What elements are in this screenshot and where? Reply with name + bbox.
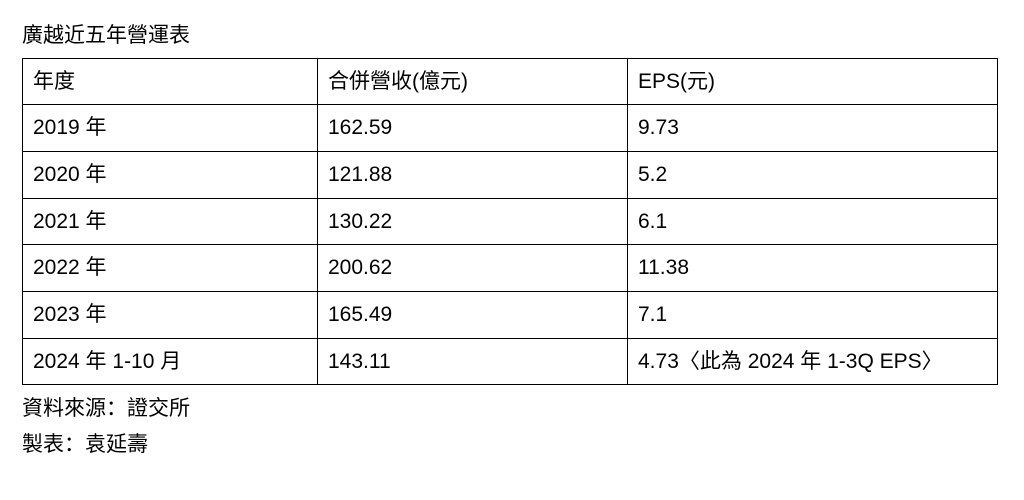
cell-year: 2024 年 1-10 月 bbox=[23, 338, 318, 385]
table-row: 2020 年 121.88 5.2 bbox=[23, 151, 998, 198]
col-header-revenue: 合併營收(億元) bbox=[318, 58, 628, 105]
cell-eps: 6.1 bbox=[628, 198, 998, 245]
table-row: 2022 年 200.62 11.38 bbox=[23, 245, 998, 292]
table-row: 2019 年 162.59 9.73 bbox=[23, 105, 998, 152]
cell-year: 2023 年 bbox=[23, 291, 318, 338]
cell-year: 2021 年 bbox=[23, 198, 318, 245]
table-row: 2024 年 1-10 月 143.11 4.73〈此為 2024 年 1-3Q… bbox=[23, 338, 998, 385]
financial-table: 年度 合併營收(億元) EPS(元) 2019 年 162.59 9.73 20… bbox=[22, 58, 998, 386]
col-header-year: 年度 bbox=[23, 58, 318, 105]
cell-year: 2020 年 bbox=[23, 151, 318, 198]
cell-eps: 11.38 bbox=[628, 245, 998, 292]
cell-revenue: 165.49 bbox=[318, 291, 628, 338]
table-title: 廣越近五年營運表 bbox=[22, 20, 1002, 52]
cell-eps: 7.1 bbox=[628, 291, 998, 338]
cell-revenue: 200.62 bbox=[318, 245, 628, 292]
author-label: 製表：袁延壽 bbox=[22, 427, 1002, 463]
cell-year: 2019 年 bbox=[23, 105, 318, 152]
source-label: 資料來源：證交所 bbox=[22, 391, 1002, 427]
cell-revenue: 130.22 bbox=[318, 198, 628, 245]
table-header-row: 年度 合併營收(億元) EPS(元) bbox=[23, 58, 998, 105]
cell-year: 2022 年 bbox=[23, 245, 318, 292]
table-footer: 資料來源：證交所 製表：袁延壽 bbox=[22, 391, 1002, 462]
cell-revenue: 162.59 bbox=[318, 105, 628, 152]
cell-eps: 5.2 bbox=[628, 151, 998, 198]
cell-eps: 9.73 bbox=[628, 105, 998, 152]
table-row: 2021 年 130.22 6.1 bbox=[23, 198, 998, 245]
cell-eps: 4.73〈此為 2024 年 1-3Q EPS〉 bbox=[628, 338, 998, 385]
col-header-eps: EPS(元) bbox=[628, 58, 998, 105]
cell-revenue: 143.11 bbox=[318, 338, 628, 385]
cell-revenue: 121.88 bbox=[318, 151, 628, 198]
table-row: 2023 年 165.49 7.1 bbox=[23, 291, 998, 338]
